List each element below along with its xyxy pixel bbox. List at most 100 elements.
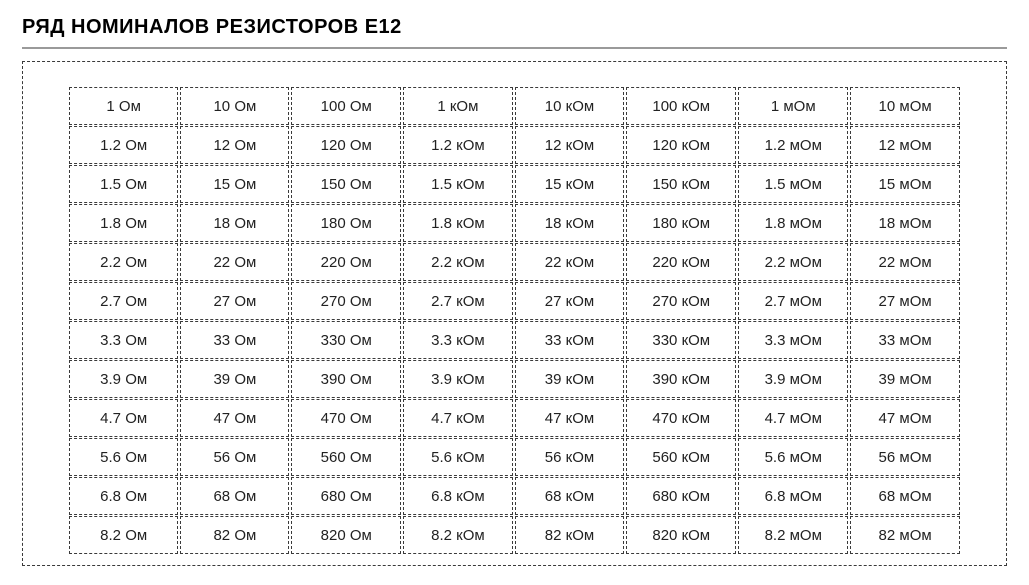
table-cell: 22 мОм [850,243,960,281]
table-cell: 68 мОм [850,477,960,515]
table-cell: 5.6 Ом [69,438,178,476]
table-cell: 100 Ом [291,87,401,125]
table-cell: 3.9 кОм [403,360,513,398]
table-row: 6.8 Ом68 Ом680 Ом6.8 кОм68 кОм680 кОм6.8… [69,477,960,515]
table-cell: 180 Ом [291,204,401,242]
table-cell: 39 Ом [180,360,289,398]
table-cell: 2.2 кОм [403,243,513,281]
table-cell: 2.7 Ом [69,282,178,320]
table-cell: 3.9 Ом [69,360,178,398]
table-cell: 3.3 кОм [403,321,513,359]
table-cell: 39 кОм [515,360,624,398]
table-cell: 2.2 мОм [738,243,848,281]
table-cell: 68 Ом [180,477,289,515]
table-cell: 820 Ом [291,516,401,554]
table-cell: 1.2 мОм [738,126,848,164]
table-cell: 6.8 кОм [403,477,513,515]
table-cell: 270 кОм [626,282,736,320]
table-cell: 15 кОм [515,165,624,203]
table-cell: 330 Ом [291,321,401,359]
table-row: 2.7 Ом27 Ом270 Ом2.7 кОм27 кОм270 кОм2.7… [69,282,960,320]
table-cell: 120 кОм [626,126,736,164]
table-row: 3.3 Ом33 Ом330 Ом3.3 кОм33 кОм330 кОм3.3… [69,321,960,359]
table-cell: 150 кОм [626,165,736,203]
table-cell: 270 Ом [291,282,401,320]
table-cell: 1 мОм [738,87,848,125]
table-cell: 10 Ом [180,87,289,125]
table-cell: 12 мОм [850,126,960,164]
table-cell: 68 кОм [515,477,624,515]
table-cell: 220 Ом [291,243,401,281]
table-cell: 56 мОм [850,438,960,476]
table-cell: 39 мОм [850,360,960,398]
page-title: РЯД НОМИНАЛОВ РЕЗИСТОРОВ Е12 [22,16,1007,39]
table-row: 1.8 Ом18 Ом180 Ом1.8 кОм18 кОм180 кОм1.8… [69,204,960,242]
table-cell: 1 кОм [403,87,513,125]
table-cell: 150 Ом [291,165,401,203]
table-row: 1 Ом10 Ом100 Ом1 кОм10 кОм100 кОм1 мОм10… [69,87,960,125]
table-cell: 1.8 мОм [738,204,848,242]
table-cell: 10 кОм [515,87,624,125]
table-cell: 10 мОм [850,87,960,125]
table-cell: 27 мОм [850,282,960,320]
table-cell: 120 Ом [291,126,401,164]
table-cell: 1.8 кОм [403,204,513,242]
table-cell: 22 Ом [180,243,289,281]
table-cell: 180 кОм [626,204,736,242]
table-cell: 8.2 мОм [738,516,848,554]
table-cell: 330 кОм [626,321,736,359]
table-cell: 1.5 Ом [69,165,178,203]
table-row: 2.2 Ом22 Ом220 Ом2.2 кОм22 кОм220 кОм2.2… [69,243,960,281]
table-cell: 4.7 кОм [403,399,513,437]
table-cell: 680 кОм [626,477,736,515]
table-cell: 1.8 Ом [69,204,178,242]
table-cell: 1 Ом [69,87,178,125]
table-row: 4.7 Ом47 Ом470 Ом4.7 кОм47 кОм470 кОм4.7… [69,399,960,437]
table-cell: 1.2 Ом [69,126,178,164]
table-wrapper: 1 Ом10 Ом100 Ом1 кОм10 кОм100 кОм1 мОм10… [22,61,1007,566]
table-cell: 18 кОм [515,204,624,242]
table-cell: 560 кОм [626,438,736,476]
table-cell: 470 Ом [291,399,401,437]
table-cell: 3.9 мОм [738,360,848,398]
table-cell: 820 кОм [626,516,736,554]
table-cell: 5.6 мОм [738,438,848,476]
table-cell: 27 Ом [180,282,289,320]
table-cell: 33 мОм [850,321,960,359]
table-cell: 680 Ом [291,477,401,515]
table-cell: 33 Ом [180,321,289,359]
table-cell: 390 Ом [291,360,401,398]
table-cell: 18 Ом [180,204,289,242]
page: РЯД НОМИНАЛОВ РЕЗИСТОРОВ Е12 1 Ом10 Ом10… [0,0,1029,585]
table-cell: 12 Ом [180,126,289,164]
table-cell: 6.8 Ом [69,477,178,515]
table-cell: 56 кОм [515,438,624,476]
table-cell: 3.3 Ом [69,321,178,359]
table-cell: 1.2 кОм [403,126,513,164]
table-cell: 8.2 Ом [69,516,178,554]
table-cell: 3.3 мОм [738,321,848,359]
table-row: 1.5 Ом15 Ом150 Ом1.5 кОм15 кОм150 кОм1.5… [69,165,960,203]
table-cell: 82 кОм [515,516,624,554]
table-cell: 15 Ом [180,165,289,203]
table-cell: 220 кОм [626,243,736,281]
table-cell: 4.7 Ом [69,399,178,437]
table-row: 8.2 Ом82 Ом820 Ом8.2 кОм82 кОм820 кОм8.2… [69,516,960,554]
table-cell: 22 кОм [515,243,624,281]
table-row: 5.6 Ом56 Ом560 Ом5.6 кОм56 кОм560 кОм5.6… [69,438,960,476]
table-cell: 12 кОм [515,126,624,164]
table-row: 1.2 Ом12 Ом120 Ом1.2 кОм12 кОм120 кОм1.2… [69,126,960,164]
table-cell: 82 мОм [850,516,960,554]
table-cell: 2.7 кОм [403,282,513,320]
table-cell: 1.5 кОм [403,165,513,203]
table-cell: 560 Ом [291,438,401,476]
table-cell: 56 Ом [180,438,289,476]
table-cell: 2.2 Ом [69,243,178,281]
table-cell: 470 кОм [626,399,736,437]
table-row: 3.9 Ом39 Ом390 Ом3.9 кОм39 кОм390 кОм3.9… [69,360,960,398]
table-cell: 6.8 мОм [738,477,848,515]
table-cell: 1.5 мОм [738,165,848,203]
table-cell: 33 кОм [515,321,624,359]
table-cell: 8.2 кОм [403,516,513,554]
table-cell: 82 Ом [180,516,289,554]
